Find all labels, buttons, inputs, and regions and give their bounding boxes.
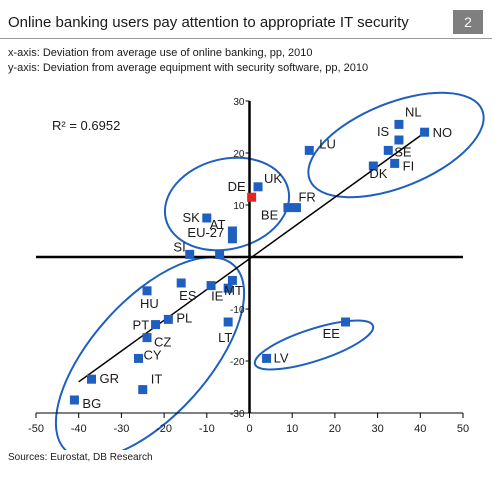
data-point-mt — [223, 283, 233, 293]
data-point-dk — [368, 161, 378, 171]
data-point-de — [247, 192, 257, 202]
point-label: LT — [218, 330, 232, 345]
data-point-eu-27 — [227, 234, 237, 244]
data-point-gr — [87, 374, 97, 384]
point-label: DE — [228, 179, 246, 194]
data-point-lt — [223, 317, 233, 327]
data-point-pl — [163, 314, 173, 324]
point-label: LU — [319, 136, 336, 151]
title-divider — [0, 38, 492, 39]
chart-number-badge: 2 — [453, 10, 483, 34]
point-label: LV — [274, 350, 289, 365]
point-label: AT — [210, 217, 226, 232]
data-point-fi — [390, 158, 400, 168]
cluster-ellipse-3 — [54, 256, 246, 450]
x-tick-label: 30 — [371, 423, 383, 435]
point-label: SK — [182, 210, 200, 225]
point-label: EU-27 — [187, 225, 224, 240]
x-tick-label: 20 — [329, 423, 341, 435]
trendline-layer — [78, 128, 430, 383]
point-label: PT — [133, 318, 150, 333]
point-label: BE — [261, 208, 279, 223]
point-label: NL — [405, 104, 422, 119]
data-point-si — [185, 249, 195, 259]
cluster-ellipse-4 — [253, 319, 375, 371]
point-label: UK — [264, 171, 282, 186]
axes — [35, 100, 464, 418]
y-tick-label: 30 — [233, 97, 245, 108]
data-point-lv — [262, 353, 272, 363]
data-point-cy — [133, 353, 143, 363]
point-label: IS — [377, 124, 390, 139]
data-point-cz — [142, 333, 152, 343]
point-label: FR — [298, 190, 315, 205]
data-point-is — [394, 135, 404, 145]
point-label: SE — [394, 144, 412, 159]
data-point-bg — [69, 395, 79, 405]
data-point-ee — [341, 317, 351, 327]
data-point-20 — [227, 275, 237, 285]
point-label: MT — [224, 283, 243, 298]
point-label: GR — [100, 371, 120, 386]
point-label: HU — [140, 296, 159, 311]
y-axis-description: y-axis: Deviation from average equipment… — [8, 62, 369, 74]
data-point-fr — [291, 203, 301, 213]
cluster-ellipses — [54, 91, 485, 450]
x-tick-label: -30 — [113, 423, 129, 435]
data-point-ie — [206, 281, 216, 291]
data-point-nl — [394, 119, 404, 129]
x-tick-label: -40 — [71, 423, 87, 435]
point-label: SI — [173, 239, 185, 254]
point-label: EE — [323, 326, 341, 341]
data-point-se — [383, 145, 393, 155]
cluster-ellipse-2 — [163, 156, 291, 252]
point-label: ES — [179, 288, 197, 303]
data-point-lu — [304, 145, 314, 155]
x-tick-label: -20 — [156, 423, 172, 435]
point-label: IT — [151, 372, 163, 387]
data-point-pt — [151, 320, 161, 330]
y-tick-label: -30 — [230, 409, 245, 420]
point-label: CZ — [154, 335, 171, 350]
x-tick-label: -50 — [28, 423, 44, 435]
point-label: PL — [176, 310, 192, 325]
x-tick-label: -10 — [199, 423, 215, 435]
x-tick-label: 40 — [414, 423, 426, 435]
data-point-no — [420, 127, 430, 137]
point-label: FI — [403, 158, 415, 173]
x-tick-label: 50 — [457, 423, 469, 435]
x-tick-label: 10 — [286, 423, 298, 435]
data-point-be — [283, 203, 293, 213]
data-point-es — [176, 278, 186, 288]
x-axis-description: x-axis: Deviation from average use of on… — [8, 47, 313, 59]
point-label: CY — [143, 347, 161, 362]
y-tick-label: 10 — [233, 201, 245, 212]
chart-title: Online banking users pay attention to ap… — [8, 14, 409, 31]
y-tick-label: -10 — [230, 305, 245, 316]
trendline — [78, 128, 430, 383]
r-squared-annotation: R² = 0.6952 — [52, 118, 120, 133]
point-label: IE — [211, 289, 224, 304]
y-tick-label: 20 — [233, 149, 245, 160]
cluster-ellipse-1 — [307, 91, 485, 199]
y-tick-label: -20 — [230, 357, 245, 368]
point-label: DK — [369, 166, 387, 181]
data-point-uk — [253, 182, 263, 192]
data-point-sk — [202, 213, 212, 223]
data-point-it — [138, 385, 148, 395]
source-note: Sources: Eurostat, DB Research — [8, 452, 153, 463]
data-point-at — [227, 226, 237, 236]
data-points — [69, 119, 430, 405]
x-tick-label: 0 — [246, 423, 252, 435]
data-point-15 — [215, 249, 225, 259]
point-label: NO — [433, 125, 453, 140]
point-label: BG — [82, 396, 101, 411]
data-point-hu — [142, 286, 152, 296]
tick-labels: -50 -40 -30 -20 -10 0 10 20 30 40 50 -30 -20 -10 10 20 3… — [28, 97, 469, 435]
